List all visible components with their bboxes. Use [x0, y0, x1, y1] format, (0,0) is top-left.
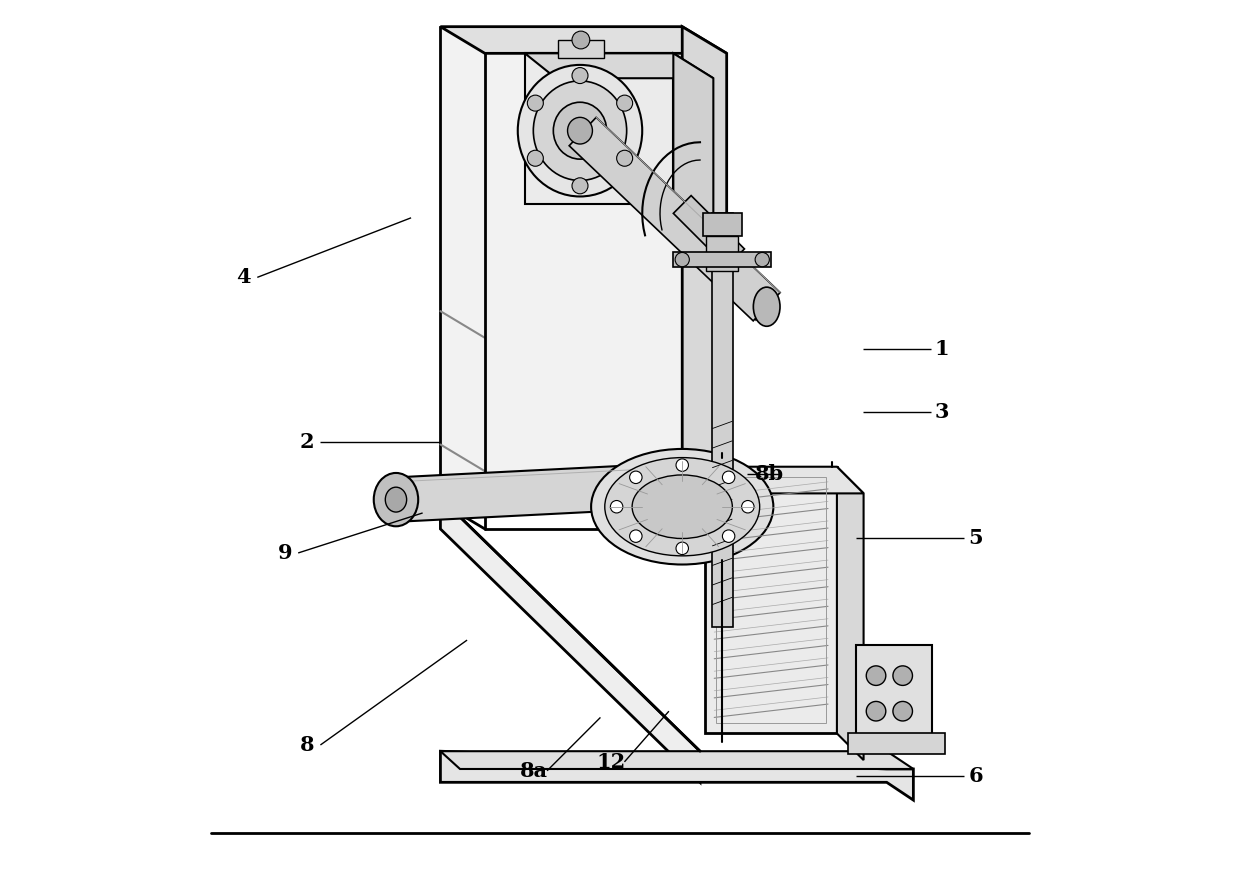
- Text: 8: 8: [300, 735, 314, 755]
- Polygon shape: [394, 462, 694, 522]
- Ellipse shape: [754, 287, 780, 326]
- Text: 8b: 8b: [755, 464, 784, 484]
- Circle shape: [723, 530, 735, 542]
- Circle shape: [616, 95, 632, 111]
- Polygon shape: [558, 40, 604, 58]
- Circle shape: [616, 150, 632, 166]
- Polygon shape: [440, 751, 914, 800]
- Ellipse shape: [533, 81, 626, 180]
- Polygon shape: [673, 252, 771, 267]
- Polygon shape: [673, 196, 744, 267]
- Text: 3: 3: [935, 402, 949, 421]
- Ellipse shape: [591, 449, 774, 565]
- Circle shape: [630, 530, 642, 542]
- Circle shape: [867, 701, 885, 721]
- Text: 12: 12: [596, 752, 626, 772]
- Polygon shape: [525, 53, 713, 78]
- Text: 2: 2: [300, 432, 315, 452]
- Ellipse shape: [605, 458, 760, 556]
- Circle shape: [893, 701, 913, 721]
- Ellipse shape: [373, 473, 418, 526]
- Polygon shape: [703, 213, 742, 236]
- Ellipse shape: [553, 102, 606, 159]
- Circle shape: [675, 252, 689, 267]
- Circle shape: [676, 542, 688, 555]
- Circle shape: [742, 501, 754, 513]
- Ellipse shape: [687, 477, 699, 492]
- Text: 6: 6: [968, 766, 983, 786]
- Circle shape: [723, 471, 735, 484]
- Ellipse shape: [568, 117, 593, 144]
- Polygon shape: [440, 27, 727, 53]
- Ellipse shape: [518, 65, 642, 196]
- Circle shape: [610, 501, 622, 513]
- Circle shape: [572, 31, 590, 49]
- Circle shape: [893, 666, 913, 685]
- Circle shape: [630, 471, 642, 484]
- Polygon shape: [709, 249, 777, 320]
- Circle shape: [867, 666, 885, 685]
- Polygon shape: [673, 53, 713, 231]
- Polygon shape: [712, 213, 733, 627]
- Polygon shape: [682, 27, 727, 529]
- Polygon shape: [706, 467, 863, 493]
- Circle shape: [755, 252, 769, 267]
- Circle shape: [572, 178, 588, 194]
- Circle shape: [527, 95, 543, 111]
- Ellipse shape: [632, 475, 733, 539]
- Polygon shape: [706, 467, 837, 733]
- Polygon shape: [707, 236, 738, 271]
- Polygon shape: [440, 27, 682, 502]
- Ellipse shape: [680, 469, 707, 500]
- Polygon shape: [525, 53, 673, 204]
- Text: 4: 4: [236, 268, 250, 287]
- Text: 8a: 8a: [520, 761, 548, 781]
- Text: 1: 1: [935, 340, 949, 359]
- Text: 9: 9: [278, 543, 293, 563]
- Polygon shape: [837, 467, 863, 760]
- Circle shape: [527, 150, 543, 166]
- Text: 5: 5: [968, 528, 983, 548]
- Polygon shape: [440, 751, 914, 769]
- Circle shape: [572, 68, 588, 84]
- Polygon shape: [857, 645, 932, 738]
- Polygon shape: [569, 117, 780, 321]
- Ellipse shape: [386, 487, 407, 512]
- Circle shape: [676, 459, 688, 471]
- Polygon shape: [440, 498, 701, 782]
- Polygon shape: [848, 733, 945, 754]
